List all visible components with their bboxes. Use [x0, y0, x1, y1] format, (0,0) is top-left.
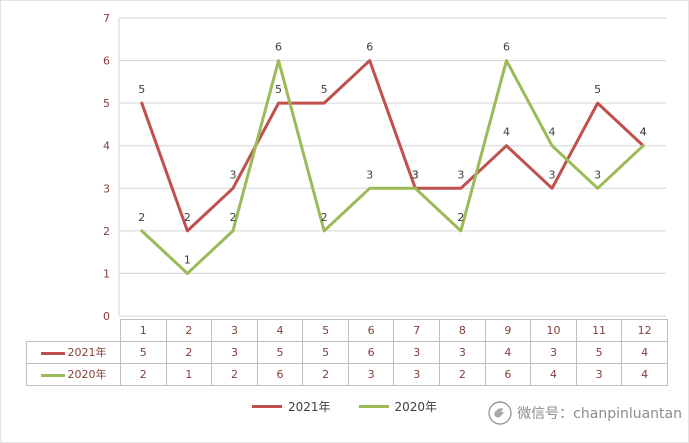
- table-value-cell: 6: [256, 363, 304, 386]
- data-label: 5: [321, 83, 328, 96]
- watermark-label: 微信号：chanpinluantan: [517, 406, 682, 422]
- table-value-cell: 5: [120, 341, 167, 364]
- table-value-cell: 2: [302, 363, 349, 386]
- table-value-cell: 2: [165, 341, 213, 364]
- table-value-cell: 3: [211, 341, 258, 364]
- table-month-cell: 2: [165, 319, 213, 342]
- y-tick-label: 6: [103, 55, 110, 68]
- table-value-cell: 5: [302, 341, 349, 364]
- y-tick-label: 7: [103, 12, 110, 25]
- data-label: 6: [366, 41, 373, 54]
- data-label: 3: [229, 168, 236, 181]
- y-tick-label: 5: [103, 97, 110, 110]
- table-month-cell: 11: [575, 319, 623, 342]
- data-label: 2: [321, 211, 328, 224]
- table-value-cell: 4: [621, 363, 668, 386]
- table-corner-cell: [27, 320, 121, 342]
- legend-swatch-2020: [358, 405, 389, 408]
- table-month-cell: 6: [347, 319, 395, 342]
- data-label: 4: [640, 126, 647, 139]
- table-series-key-line: [40, 351, 65, 355]
- table-series-key-cell: 2020年: [26, 363, 121, 386]
- data-label: 5: [275, 83, 282, 96]
- table-value-cell: 2: [439, 363, 486, 386]
- table-series-key-cell: 2021年: [26, 341, 121, 364]
- table-series-key-label: 2020年: [67, 368, 107, 381]
- table-value-cell: 1: [165, 363, 213, 386]
- data-label: 5: [594, 83, 601, 96]
- data-label: 4: [549, 126, 556, 139]
- data-label: 1: [184, 253, 191, 266]
- data-label: 2: [184, 211, 191, 224]
- table-month-cell: 9: [484, 319, 532, 342]
- table-value-cell: 3: [393, 341, 441, 364]
- legend-label-2020: 2020年: [394, 400, 438, 414]
- y-tick-label: 3: [103, 182, 110, 195]
- table-month-cell: 5: [302, 319, 349, 342]
- table-month-cell: 12: [621, 319, 668, 342]
- table-series-key-label: 2021年: [67, 346, 107, 359]
- table-month-cell: 1: [120, 319, 167, 342]
- data-label: 2: [138, 211, 145, 224]
- y-tick-label: 0: [103, 310, 110, 323]
- data-label: 3: [457, 168, 464, 181]
- table-value-cell: 5: [256, 341, 304, 364]
- table-value-cell: 6: [347, 341, 395, 364]
- legend-item-2021: 2021年: [251, 398, 331, 415]
- data-label: 5: [138, 83, 145, 96]
- table-month-cell: 4: [256, 319, 304, 342]
- table-value-cell: 4: [621, 341, 668, 364]
- y-tick-label: 4: [103, 140, 110, 153]
- data-label: 2: [457, 211, 464, 224]
- y-tick-label: 2: [103, 225, 110, 238]
- table-value-cell: 3: [575, 363, 623, 386]
- chart-legend: 2021年 2020年: [1, 398, 688, 415]
- table-value-cell: 3: [530, 341, 577, 364]
- data-label: 3: [594, 168, 601, 181]
- table-month-cell: 7: [393, 319, 441, 342]
- table-value-cell: 3: [393, 363, 441, 386]
- data-label: 4: [640, 126, 647, 139]
- table-month-cell: 3: [211, 319, 258, 342]
- table-value-cell: 6: [484, 363, 532, 386]
- table-value-cell: 3: [439, 341, 486, 364]
- table-month-cell: 8: [439, 319, 486, 342]
- chart-data-table: 1 2 3 4 5 6 7 8 9 10 11 12 2021年 5 2 3 5 5 6 3 3 4 3 5 4 2020年 2 1 2…: [26, 319, 668, 386]
- watermark: 微信号：chanpinluantan: [487, 400, 682, 426]
- table-value-cell: 2: [120, 363, 167, 386]
- data-label: 3: [412, 168, 419, 181]
- y-tick-label: 1: [103, 267, 110, 280]
- table-month-cell: 10: [530, 319, 577, 342]
- data-label: 3: [366, 168, 373, 181]
- data-label: 6: [275, 41, 282, 54]
- table-value-cell: 3: [347, 363, 395, 386]
- watermark-logo-icon: [487, 400, 513, 426]
- legend-item-2020: 2020年: [358, 398, 438, 415]
- legend-swatch-2021: [251, 405, 282, 408]
- table-value-cell: 4: [484, 341, 532, 364]
- table-value-cell: 4: [530, 363, 577, 386]
- table-series-key-line: [40, 373, 65, 377]
- data-label: 3: [549, 168, 556, 181]
- series-line-0: [140, 59, 645, 233]
- series-line-1: [140, 59, 645, 275]
- data-label: 4: [503, 126, 510, 139]
- table-value-cell: 5: [575, 341, 623, 364]
- data-label: 2: [229, 211, 236, 224]
- data-label: 6: [503, 41, 510, 54]
- legend-label-2021: 2021年: [287, 400, 331, 414]
- data-label: 3: [412, 168, 419, 181]
- table-value-cell: 2: [211, 363, 258, 386]
